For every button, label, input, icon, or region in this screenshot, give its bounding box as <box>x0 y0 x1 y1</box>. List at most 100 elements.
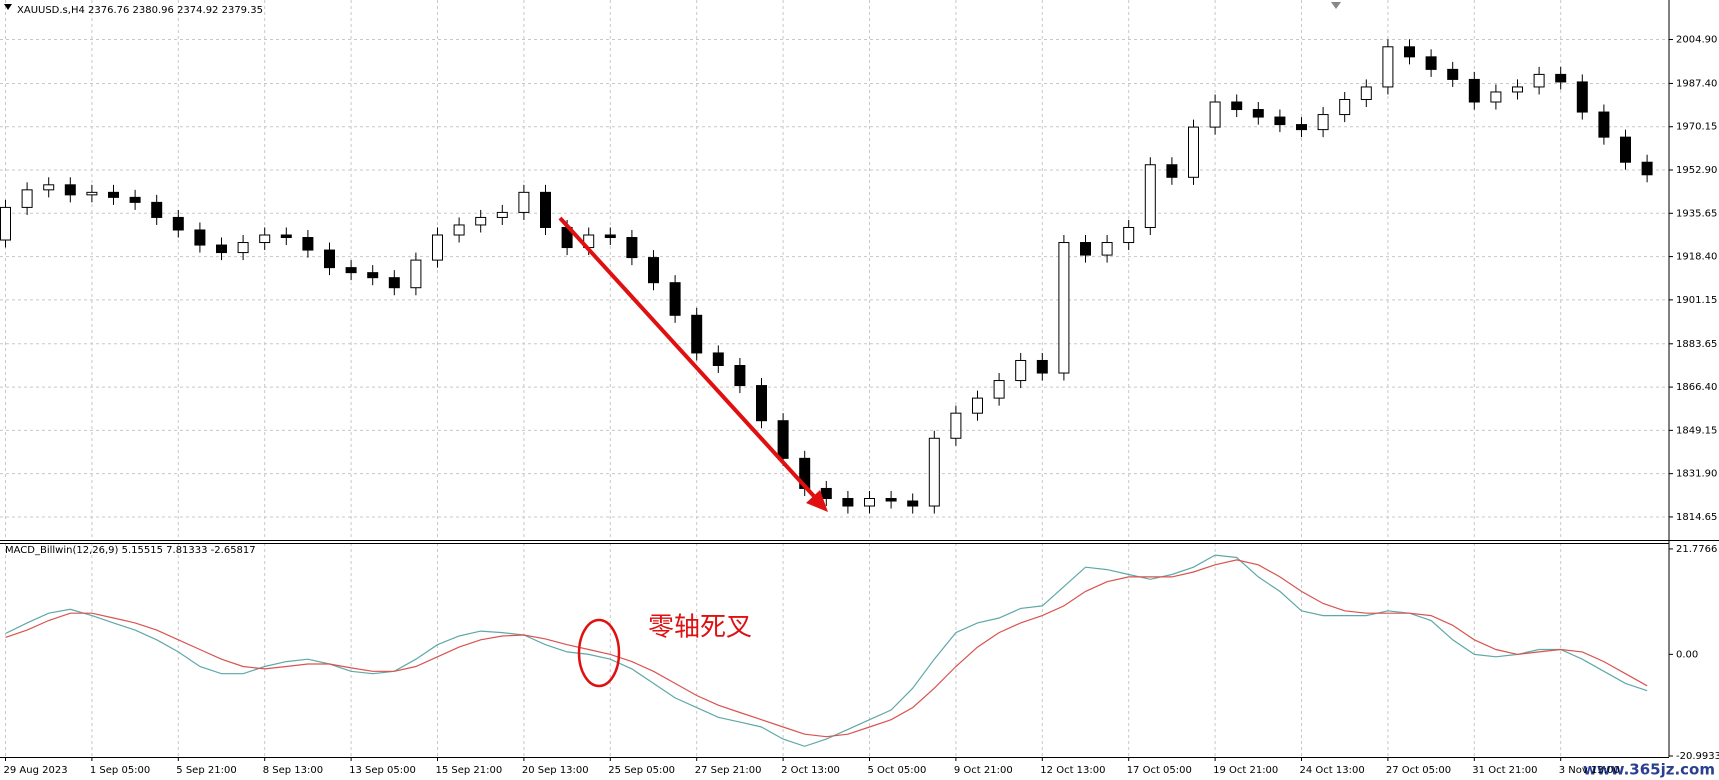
candle-body <box>1144 164 1156 228</box>
candle-body <box>1404 46 1415 58</box>
candle-body <box>237 242 249 254</box>
plots <box>0 39 1653 747</box>
y-tick-label: -20.99339 <box>1676 751 1719 762</box>
candle-body <box>475 216 487 226</box>
candle-body <box>216 244 227 254</box>
candle-body <box>1036 359 1048 374</box>
y-tick-label: 1883.65 <box>1676 339 1717 350</box>
cross-marker <box>577 618 621 688</box>
x-tick-label: 19 Oct 21:00 <box>1213 765 1278 776</box>
candle-body <box>540 191 551 228</box>
x-tick-label: 27 Oct 05:00 <box>1386 765 1451 776</box>
candle-body <box>1512 86 1523 93</box>
candle-body <box>626 237 638 259</box>
candle-body <box>194 229 206 246</box>
y-tick-label: 1987.40 <box>1676 78 1717 89</box>
candle-body <box>648 257 659 284</box>
candle-body <box>1231 101 1243 111</box>
candle-body <box>1317 114 1329 131</box>
candle-body <box>259 234 271 244</box>
y-tick-label: 1866.40 <box>1676 382 1717 393</box>
x-tick-label: 13 Sep 05:00 <box>349 765 416 776</box>
candle-body <box>410 259 422 289</box>
y-tick-label: 1970.15 <box>1676 122 1717 133</box>
x-tick-label: 29 Aug 2023 <box>4 765 68 776</box>
candle-body <box>129 196 141 203</box>
candle-body <box>1058 242 1070 374</box>
y-tick-label: 1814.65 <box>1676 512 1717 523</box>
candle-body <box>345 267 357 274</box>
y-tick-label: 1849.15 <box>1676 425 1717 436</box>
candle-body <box>993 380 1005 399</box>
candle-body <box>1252 109 1264 118</box>
candle-body <box>1533 73 1545 88</box>
chart-title: XAUUSD.s,H4 2376.76 2380.96 2374.92 2379… <box>17 5 263 16</box>
candle-body <box>453 224 465 236</box>
x-tick-label: 3 Nov 13:00 <box>1559 765 1620 776</box>
x-tick-label: 9 Oct 21:00 <box>954 765 1013 776</box>
x-tick-label: 2 Oct 13:00 <box>781 765 840 776</box>
x-tick-label: 15 Sep 21:00 <box>436 765 503 776</box>
candle-body <box>1555 73 1567 83</box>
y-tick-label: 1831.90 <box>1676 469 1717 480</box>
candle-body <box>864 497 875 507</box>
candle-body <box>1274 116 1286 126</box>
candle-body <box>1166 164 1178 178</box>
candle-body <box>1620 136 1631 163</box>
candle-body <box>0 206 11 241</box>
candle-body <box>280 234 292 239</box>
candle-body <box>518 191 530 213</box>
watermark: www.365jz.com <box>1583 761 1715 779</box>
annotation: 零轴死叉 <box>648 613 752 643</box>
candle-body <box>885 497 897 502</box>
y-tick-label: 2004.90 <box>1676 35 1717 46</box>
candle-body <box>669 282 681 316</box>
x-tick-label: 8 Sep 13:00 <box>263 765 323 776</box>
candle-body <box>302 237 314 251</box>
candle-body <box>907 500 919 507</box>
candle-body <box>777 420 789 459</box>
candle-body <box>1101 242 1113 256</box>
candle-body <box>1360 86 1372 100</box>
x-tick-label: 25 Sep 05:00 <box>608 765 675 776</box>
candle-body <box>691 314 703 354</box>
candle-body <box>1296 124 1307 131</box>
x-tick-label: 12 Oct 13:00 <box>1040 765 1105 776</box>
candle-body <box>820 487 832 499</box>
candle-body <box>756 385 767 422</box>
candle-body <box>1015 359 1027 382</box>
candle-body <box>734 364 746 387</box>
shift-marker <box>1331 2 1341 9</box>
candle-body <box>1209 101 1221 128</box>
macd-line <box>5 554 1648 747</box>
macd-line <box>5 559 1648 738</box>
y-tick-label: 1935.65 <box>1676 208 1717 219</box>
trend-arrow <box>558 216 824 507</box>
candle-body <box>950 412 962 439</box>
candle-body <box>172 216 184 231</box>
indicator-title: MACD_Billwin(12,26,9) 5.15515 7.81333 -2… <box>5 545 256 556</box>
x-tick-label: 27 Sep 21:00 <box>695 765 762 776</box>
candle-body <box>1339 98 1351 116</box>
candle-body <box>604 234 616 239</box>
arrow-head <box>806 490 828 512</box>
x-tick-label: 1 Sep 05:00 <box>90 765 150 776</box>
y-tick-label: 0.00 <box>1676 649 1698 660</box>
candle-body <box>1447 68 1459 80</box>
menu-marker <box>4 4 12 10</box>
x-tick-label: 17 Oct 05:00 <box>1127 765 1192 776</box>
candle-body <box>842 497 854 507</box>
x-tick-label: 31 Oct 21:00 <box>1472 765 1537 776</box>
candle-body <box>1490 91 1502 103</box>
x-tick-label: 20 Sep 13:00 <box>522 765 589 776</box>
candle-body <box>1598 111 1610 138</box>
candle-body <box>21 189 33 208</box>
candle-body <box>496 211 508 218</box>
candle-body <box>43 184 55 191</box>
candle-body <box>151 201 163 218</box>
candle-body <box>432 234 443 261</box>
y-tick-label: 1918.40 <box>1676 252 1717 263</box>
candle-body <box>64 184 76 196</box>
